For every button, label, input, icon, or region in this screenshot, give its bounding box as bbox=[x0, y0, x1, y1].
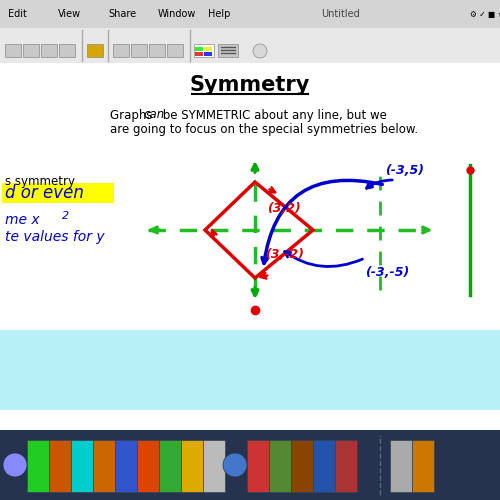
Text: Graphs: Graphs bbox=[110, 108, 156, 122]
Text: te values for y: te values for y bbox=[5, 230, 104, 244]
Bar bbox=[71, 440, 93, 492]
Bar bbox=[247, 440, 269, 492]
Text: s symmetry: s symmetry bbox=[5, 176, 75, 188]
Bar bbox=[49, 440, 71, 492]
Bar bbox=[0, 430, 500, 500]
Text: are going to focus on the special symmetries below.: are going to focus on the special symmet… bbox=[110, 122, 418, 136]
Bar bbox=[291, 440, 313, 492]
Circle shape bbox=[253, 44, 267, 58]
Bar bbox=[0, 0, 500, 28]
Bar bbox=[27, 440, 49, 492]
Bar bbox=[59, 44, 75, 57]
Bar bbox=[137, 440, 159, 492]
Bar bbox=[412, 440, 434, 492]
Bar bbox=[203, 440, 225, 492]
Bar bbox=[390, 440, 412, 492]
Text: (3,-2): (3,-2) bbox=[265, 248, 304, 262]
Circle shape bbox=[223, 453, 247, 477]
Bar bbox=[313, 440, 335, 492]
Bar bbox=[41, 44, 57, 57]
Bar bbox=[113, 44, 129, 57]
Bar bbox=[195, 52, 203, 56]
Bar bbox=[0, 63, 500, 410]
Bar bbox=[0, 330, 500, 410]
Bar bbox=[181, 440, 203, 492]
Text: Untitled: Untitled bbox=[320, 9, 360, 19]
Bar bbox=[204, 52, 212, 56]
Text: ⚙ ✓ ■ ★ ω: ⚙ ✓ ■ ★ ω bbox=[470, 10, 500, 18]
Text: (-3,5): (-3,5) bbox=[385, 164, 424, 176]
Bar bbox=[269, 440, 291, 492]
Bar bbox=[204, 47, 212, 51]
Bar bbox=[87, 44, 103, 57]
Text: me x: me x bbox=[5, 213, 40, 227]
Text: Symmetry: Symmetry bbox=[190, 75, 310, 95]
Text: View: View bbox=[58, 9, 81, 19]
Text: d or even: d or even bbox=[5, 184, 84, 202]
Text: Help: Help bbox=[208, 9, 231, 19]
Bar bbox=[335, 440, 357, 492]
Bar bbox=[93, 440, 115, 492]
Text: 2: 2 bbox=[62, 211, 69, 221]
Circle shape bbox=[3, 453, 27, 477]
Bar bbox=[0, 430, 500, 500]
Text: can: can bbox=[143, 108, 164, 122]
Text: Share: Share bbox=[108, 9, 136, 19]
Bar bbox=[159, 440, 181, 492]
Bar bbox=[115, 440, 137, 492]
Text: Window: Window bbox=[158, 9, 196, 19]
Bar bbox=[167, 44, 183, 57]
Bar bbox=[195, 47, 203, 51]
Text: be SYMMETRIC about any line, but we: be SYMMETRIC about any line, but we bbox=[159, 108, 387, 122]
Text: (3,2): (3,2) bbox=[267, 202, 301, 214]
Text: (-3,-5): (-3,-5) bbox=[365, 266, 409, 278]
Bar bbox=[23, 44, 39, 57]
Bar bbox=[218, 44, 238, 57]
Bar bbox=[0, 28, 500, 63]
Bar bbox=[5, 44, 21, 57]
Bar bbox=[131, 44, 147, 57]
Text: Edit: Edit bbox=[8, 9, 27, 19]
Bar bbox=[149, 44, 165, 57]
Bar bbox=[194, 44, 214, 57]
Bar bbox=[2, 183, 114, 203]
